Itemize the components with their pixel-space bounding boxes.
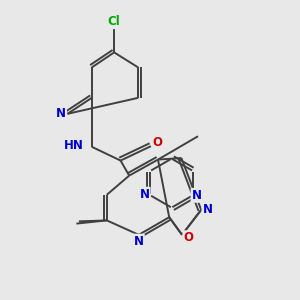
Text: O: O [152, 136, 162, 149]
Text: O: O [183, 231, 193, 244]
Text: N: N [191, 189, 202, 202]
Text: Cl: Cl [108, 15, 121, 28]
Text: HN: HN [64, 139, 84, 152]
Text: N: N [202, 203, 212, 216]
Text: N: N [140, 188, 150, 201]
Text: N: N [134, 235, 144, 248]
Text: N: N [56, 107, 66, 120]
